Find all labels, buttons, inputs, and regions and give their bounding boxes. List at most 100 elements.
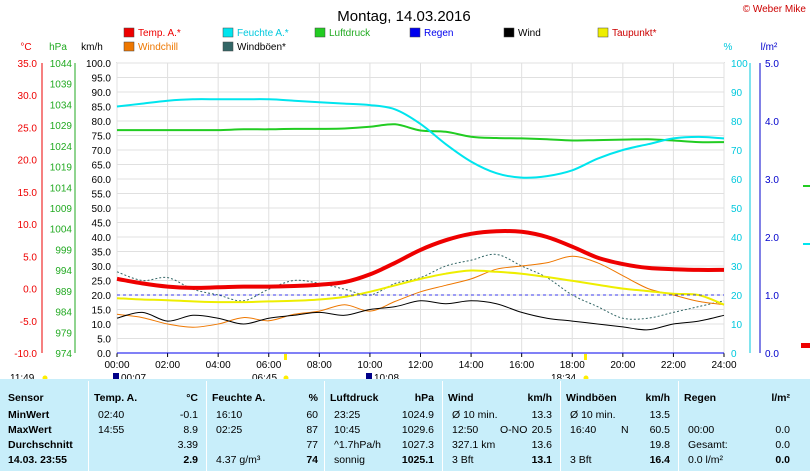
temp-tick-label: 30.0 [18, 91, 38, 102]
legend-swatch [222, 27, 234, 38]
sun-time-left: 11:49 [10, 373, 35, 384]
axis-unit-label: % [724, 42, 733, 53]
gust-direction: N [621, 424, 629, 436]
x-tick-label: 22:00 [661, 360, 686, 371]
rain-tick-label: 4.0 [765, 117, 779, 128]
col-header-rain: Regen [684, 392, 717, 404]
legend-swatch [409, 27, 421, 38]
temp-tick-label: 25.0 [18, 123, 38, 134]
statistics-table: Sensor Temp. A. °C Feuchte A.% Luftdruck hPa W… [0, 379, 810, 471]
pressure-time: sonnig [334, 454, 365, 466]
wind-tick-label: 40.0 [92, 233, 112, 244]
wind-value: 13.1 [531, 454, 552, 466]
temp-value: 8.9 [183, 424, 198, 436]
x-tick-label: 06:00 [256, 360, 281, 371]
x-tick-label: 24:00 [711, 360, 736, 371]
wind-tick-label: 10.0 [92, 320, 112, 331]
x-tick-label: 00:00 [104, 360, 129, 371]
humidity-tick-label: 10 [731, 320, 743, 331]
temp-value: -0.1 [179, 409, 198, 421]
wind-tick-label: 25.0 [92, 277, 112, 288]
wind-tick-label: 95.0 [92, 74, 112, 85]
humidity-tick-label: 20 [731, 291, 743, 302]
col-header-humidity-unit: % [308, 392, 318, 404]
x-tick-label: 10:00 [357, 360, 382, 371]
humidity-tick-label: 40 [731, 233, 743, 244]
row-label: 14.03. 23:55 [8, 454, 67, 466]
wind-direction: O-NO [500, 424, 528, 436]
wind-tick-label: 90.0 [92, 88, 112, 99]
pressure-time: ^1.7hPa/h [334, 439, 381, 451]
series-line-windchill [116, 255, 725, 328]
sunset-tick [584, 354, 587, 360]
col-header-gust: Windböen [566, 392, 617, 404]
x-tick-label: 20:00 [610, 360, 635, 371]
temp-time: 02:40 [98, 409, 125, 421]
pressure-tick-label: 1034 [50, 100, 73, 111]
series-line-temp-a [116, 229, 725, 290]
wind-tick-label: 75.0 [92, 132, 112, 143]
legend-swatch [123, 27, 135, 38]
humidity-value: 77 [306, 439, 318, 451]
axis-unit-label: km/h [81, 42, 103, 53]
wind-tick-label: 0.0 [97, 349, 111, 360]
legend-label: Temp. A.* [138, 28, 181, 39]
col-header-pressure-unit: hPa [414, 392, 434, 404]
temp-tick-label: 0.0 [23, 285, 37, 296]
temp-value: 3.39 [177, 439, 198, 451]
wind-value: 13.3 [531, 409, 552, 421]
sun-time-t2: 10:08 [374, 373, 399, 384]
wind-tick-label: 50.0 [92, 204, 112, 215]
col-header-sensor: Sensor [8, 392, 44, 404]
humidity-tick-label: 90 [731, 88, 743, 99]
edge-indicator-humidity [803, 243, 810, 245]
wind-tick-label: 55.0 [92, 190, 112, 201]
temp-tick-label: 35.0 [18, 59, 38, 70]
wind-tick-label: 20.0 [92, 291, 112, 302]
gust-value: 13.5 [649, 409, 670, 421]
legend-label: Regen [424, 28, 453, 39]
row-label: MinWert [8, 409, 50, 421]
plot-area [116, 62, 810, 354]
pressure-tick-label: 1019 [50, 163, 73, 174]
legend-swatch [314, 27, 326, 38]
x-tick-label: 02:00 [155, 360, 180, 371]
col-header-temp-unit: °C [186, 392, 198, 404]
pressure-tick-label: 984 [55, 308, 72, 319]
sunset-time: 18:34 [551, 373, 576, 384]
legend-swatch [597, 27, 609, 38]
temp-tick-label: 20.0 [18, 156, 38, 167]
pressure-tick-label: 1039 [50, 80, 73, 91]
temp-tick-label: 5.0 [23, 252, 37, 263]
row-label: Durchschnitt [8, 439, 73, 451]
rain-tick-label: 0.0 [765, 349, 779, 360]
table-column-divider [206, 381, 207, 471]
humidity-value: 87 [306, 424, 318, 436]
rain-value: 0.0 [775, 454, 790, 466]
col-header-humidity: Feuchte A. [212, 392, 266, 404]
moon-marker [366, 373, 372, 381]
rain-info: 00:00 [688, 424, 715, 436]
pressure-tick-label: 1044 [50, 59, 73, 70]
rain-info: Gesamt: [688, 439, 728, 451]
series-line-taupunkt [116, 269, 725, 306]
wind-value: 13.6 [531, 439, 552, 451]
table-row: MaxWert 14:55 8.9 02:25 87 10:45 1029.6 12:50 O-… [0, 423, 810, 437]
humidity-time: 02:25 [216, 424, 243, 436]
humidity-value: 74 [306, 454, 318, 466]
series-line-wind [116, 300, 725, 331]
humidity-time: 16:10 [216, 409, 243, 421]
temp-tick-label: 15.0 [18, 188, 38, 199]
gust-value: 16.4 [649, 454, 670, 466]
gust-info: 16:40 [570, 424, 597, 436]
rain-tick-label: 1.0 [765, 291, 779, 302]
table-column-divider [678, 381, 679, 471]
pressure-tick-label: 1009 [50, 204, 73, 215]
axis-unit-label: hPa [49, 42, 67, 53]
wind-tick-label: 100.0 [86, 59, 111, 70]
legend-label: Taupunkt* [612, 28, 657, 39]
table-row: MinWert 02:40 -0.1 16:10 60 23:25 1024.9 Ø 10 m… [0, 408, 810, 422]
wind-tick-label: 70.0 [92, 146, 112, 157]
rain-tick-label: 2.0 [765, 233, 779, 244]
